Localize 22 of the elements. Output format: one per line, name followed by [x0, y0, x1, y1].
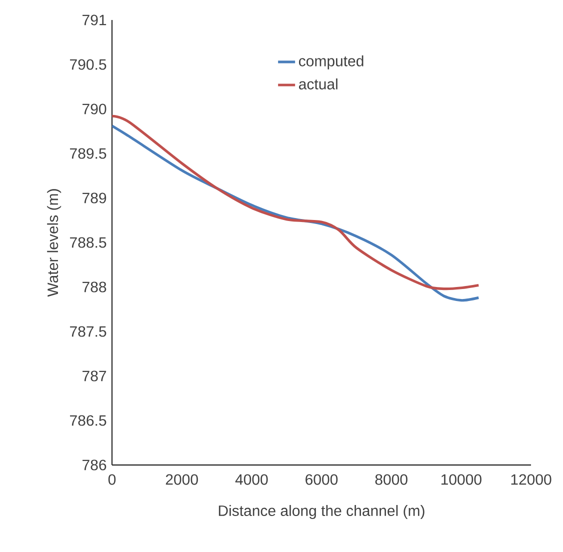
x-tick-label: 8000: [375, 474, 408, 485]
x-tick-label: 0: [108, 474, 116, 485]
y-tick-label: 791: [82, 14, 106, 26]
x-tick-label: 12000: [511, 474, 552, 485]
x-tick-label: 6000: [306, 474, 338, 485]
y-tick-label: 790: [82, 104, 106, 114]
y-tick-label: 787.5: [70, 326, 106, 337]
x-axis-title: Distance along the channel (m): [218, 505, 424, 519]
y-axis-title: Water levels (m): [47, 189, 62, 297]
x-tick-label: 2000: [166, 474, 198, 485]
x-tick-label: 4000: [235, 474, 268, 485]
y-tick-label: 789.5: [70, 148, 106, 159]
legend-label: actual: [299, 78, 338, 90]
legend-label: computed: [299, 55, 364, 70]
y-tick-label: 788.5: [70, 237, 106, 248]
y-tick-label: 786: [82, 460, 106, 470]
y-tick-label: 790.5: [70, 59, 106, 70]
y-tick-label: 787: [82, 370, 106, 382]
y-tick-label: 789: [82, 192, 106, 204]
y-tick-label: 786.5: [70, 415, 106, 426]
x-tick-label: 10000: [441, 474, 482, 485]
y-tick-label: 788: [82, 282, 106, 292]
